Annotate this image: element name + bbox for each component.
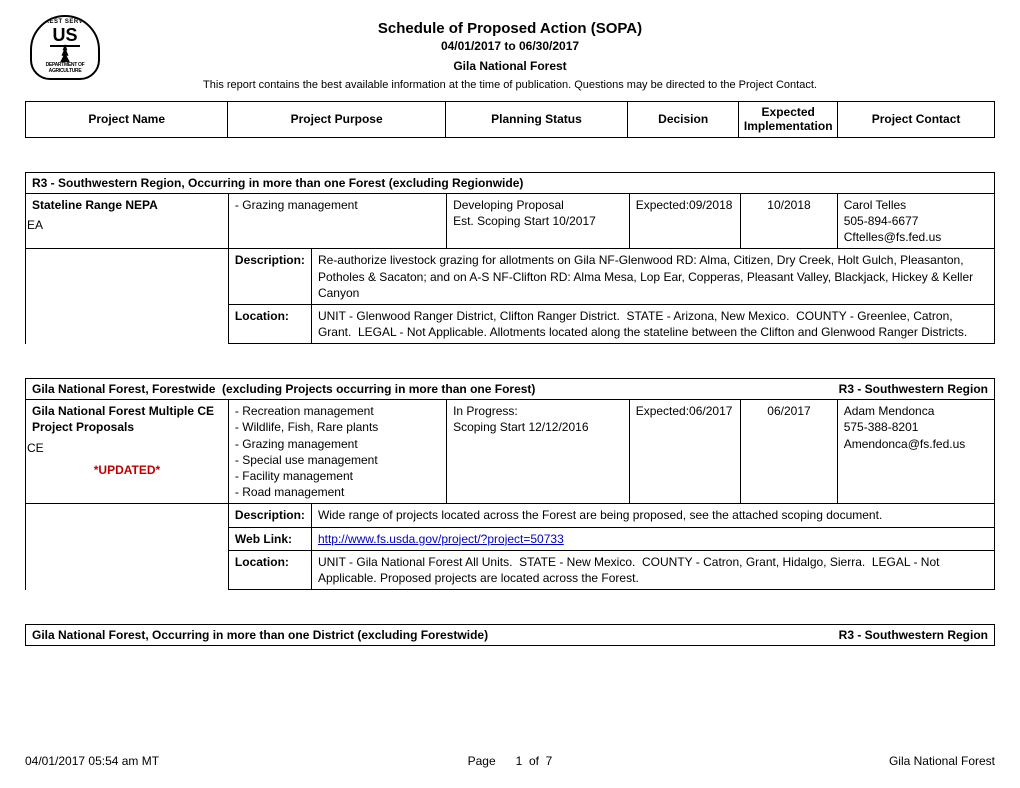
col-project-contact: Project Contact <box>838 102 995 138</box>
contact-name: Carol Telles <box>844 198 906 212</box>
status-line: Scoping Start 12/12/2016 <box>453 420 588 434</box>
col-planning-status: Planning Status <box>445 102 627 138</box>
purpose-line: - Facility management <box>235 469 353 483</box>
contact-name: Adam Mendonca <box>844 404 935 418</box>
col-project-purpose: Project Purpose <box>228 102 446 138</box>
logo-us-text: US <box>32 25 98 46</box>
location-label: Location: <box>229 550 312 589</box>
footer-timestamp: 04/01/2017 05:54 am MT <box>25 754 159 768</box>
page-footer: 04/01/2017 05:54 am MT Page 1 of 7 Gila … <box>25 754 995 768</box>
purpose-line: - Special use management <box>235 453 378 467</box>
col-expected-implementation: Expected Implementation <box>739 102 838 138</box>
location-text: UNIT - Glenwood Ranger District, Clifton… <box>311 304 994 343</box>
col-project-name: Project Name <box>26 102 228 138</box>
table-row: Gila National Forest Multiple CE Project… <box>26 400 995 504</box>
footer-forest: Gila National Forest <box>889 754 995 768</box>
description-text: Wide range of projects located across th… <box>311 504 994 527</box>
contact-phone: 575-388-8201 <box>844 420 919 434</box>
report-header: FOREST SERVICE US DEPARTMENT OF AGRICULT… <box>25 20 995 91</box>
section-1-title: R3 - Southwestern Region, Occurring in m… <box>32 176 523 190</box>
description-label: Description: <box>229 504 312 527</box>
project-name: Stateline Range NEPA <box>32 198 158 212</box>
project-type: EA <box>27 217 43 233</box>
section-3-title: Gila National Forest, Occurring in more … <box>32 628 488 642</box>
purpose-line: - Recreation management <box>235 404 374 418</box>
description-text: Re-authorize livestock grazing for allot… <box>311 249 994 304</box>
section-2-right: R3 - Southwestern Region <box>839 382 988 396</box>
logo-bottom-text: DEPARTMENT OF AGRICULTURE <box>32 62 98 74</box>
footer-page: Page 1 of 7 <box>468 754 553 768</box>
project-2-table: Gila National Forest Multiple CE Project… <box>25 400 995 590</box>
report-date-range: 04/01/2017 to 06/30/2017 <box>25 39 995 53</box>
table-row: Stateline Range NEPA EA - Grazing manage… <box>26 194 995 249</box>
table-row: Description: Re-authorize livestock graz… <box>26 249 995 344</box>
project-name: Gila National Forest Multiple CE Project… <box>32 404 214 434</box>
implementation-value: 06/2017 <box>767 404 810 418</box>
report-note: This report contains the best available … <box>25 79 995 91</box>
section-header-3: Gila National Forest, Occurring in more … <box>25 624 995 646</box>
forest-service-logo: FOREST SERVICE US DEPARTMENT OF AGRICULT… <box>30 15 100 80</box>
weblink-label: Web Link: <box>229 527 312 550</box>
col-decision: Decision <box>628 102 739 138</box>
column-header-table: Project Name Project Purpose Planning St… <box>25 101 995 138</box>
purpose-line: - Road management <box>235 485 344 499</box>
decision-value: Expected:06/2017 <box>636 404 733 418</box>
status-line: In Progress: <box>453 404 518 418</box>
section-3-right: R3 - Southwestern Region <box>839 628 988 642</box>
project-type: CE <box>27 440 44 456</box>
purpose-line: - Wildlife, Fish, Rare plants <box>235 420 378 434</box>
table-row: Description: Wide range of projects loca… <box>26 504 995 590</box>
purpose-line: - Grazing management <box>235 437 358 451</box>
section-header-2: Gila National Forest, Forestwide (exclud… <box>25 378 995 400</box>
decision-value: Expected:09/2018 <box>636 198 733 212</box>
status-line: Est. Scoping Start 10/2017 <box>453 214 596 228</box>
contact-email: Amendonca@fs.fed.us <box>844 437 966 451</box>
location-text: UNIT - Gila National Forest All Units. S… <box>311 550 994 589</box>
updated-badge: *UPDATED* <box>32 462 222 478</box>
contact-phone: 505-894-6677 <box>844 214 919 228</box>
project-1-table: Stateline Range NEPA EA - Grazing manage… <box>25 194 995 345</box>
description-label: Description: <box>229 249 312 304</box>
purpose-line: - Grazing management <box>235 198 358 212</box>
section-header-1: R3 - Southwestern Region, Occurring in m… <box>25 172 995 194</box>
implementation-value: 10/2018 <box>767 198 810 212</box>
contact-email: Cftelles@fs.fed.us <box>844 230 942 244</box>
report-title: Schedule of Proposed Action (SOPA) <box>25 20 995 37</box>
section-2-title: Gila National Forest, Forestwide (exclud… <box>32 382 535 396</box>
status-line: Developing Proposal <box>453 198 564 212</box>
location-label: Location: <box>229 304 312 343</box>
weblink-url[interactable]: http://www.fs.usda.gov/project/?project=… <box>318 532 564 546</box>
report-forest-name: Gila National Forest <box>25 59 995 73</box>
